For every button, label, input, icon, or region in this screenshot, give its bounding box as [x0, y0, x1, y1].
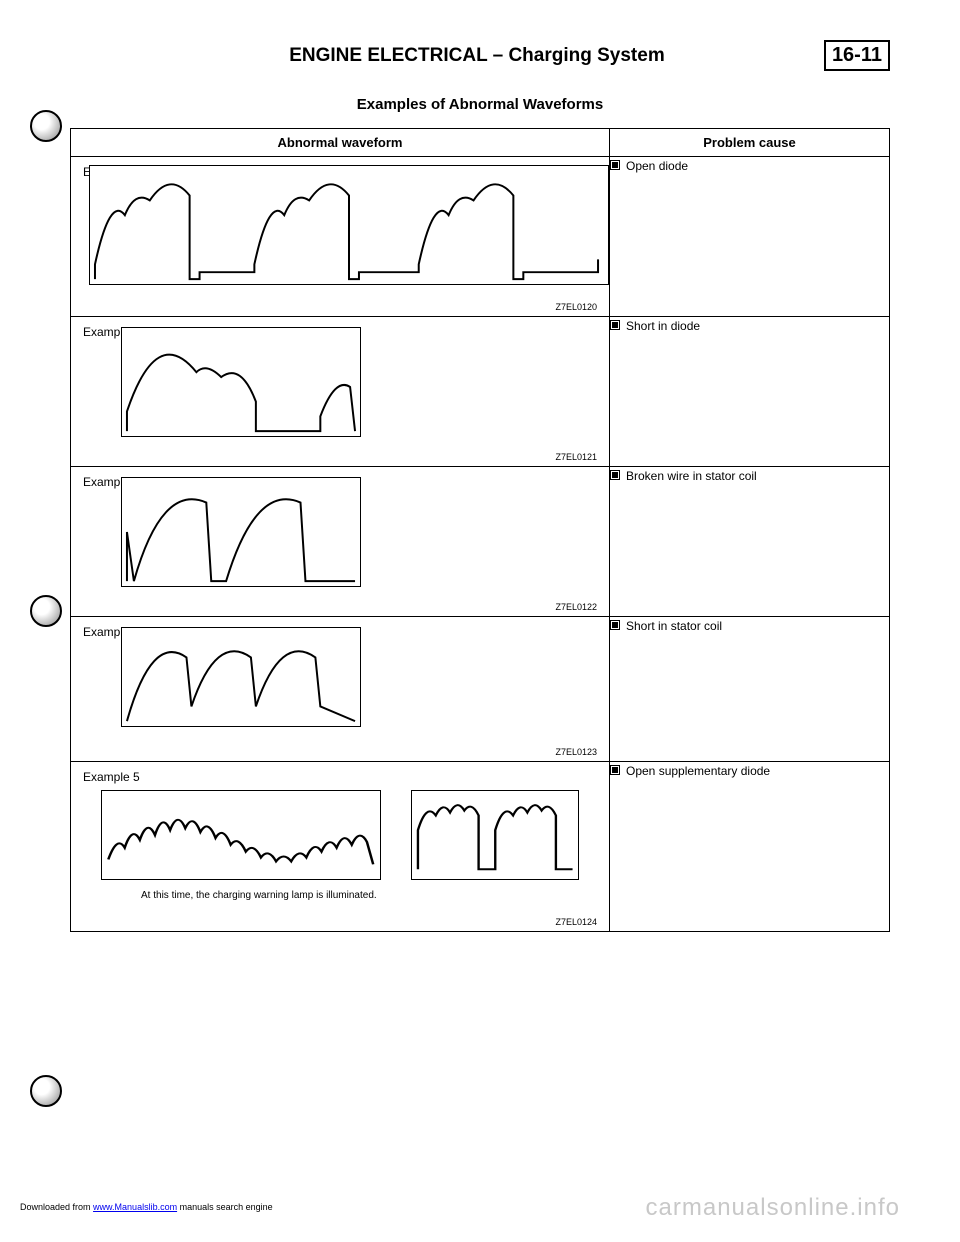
table-row: Example 4 Z7EL0123 Short in stator coil: [71, 617, 890, 762]
cause-cell: Broken wire in stator coil: [610, 467, 890, 617]
cause-item: Open diode: [610, 157, 889, 175]
cause-text: Broken wire in stator coil: [626, 467, 757, 485]
binder-ring-icon: [30, 1075, 62, 1107]
image-code: Z7EL0122: [553, 602, 599, 612]
wave-cell: Example 4 Z7EL0123: [71, 617, 610, 762]
cause-cell: Short in diode: [610, 317, 890, 467]
image-code: Z7EL0123: [553, 747, 599, 757]
waveform-diagram: [121, 477, 361, 587]
table-row: Example 1 Z7EL0120 Open diode: [71, 157, 890, 317]
cause-item: Broken wire in stator coil: [610, 467, 889, 485]
section-title: Examples of Abnormal Waveforms: [70, 96, 890, 113]
cause-cell: Open diode: [610, 157, 890, 317]
table-row: Example 2 Z7EL0121 Short in diode: [71, 317, 890, 467]
bullet-icon: [610, 765, 620, 775]
table-row: Example 3 Z7EL0122 Broken wire in stator…: [71, 467, 890, 617]
col-header-cause: Problem cause: [610, 129, 890, 157]
cause-text: Short in stator coil: [626, 617, 722, 635]
waveform-diagram: [101, 790, 381, 880]
page-header: ENGINE ELECTRICAL – Charging System 16-1…: [70, 40, 890, 71]
wave-cell: Example 3 Z7EL0122: [71, 467, 610, 617]
cause-text: Short in diode: [626, 317, 700, 335]
cause-item: Short in diode: [610, 317, 889, 335]
wave-cell: Example 2 Z7EL0121: [71, 317, 610, 467]
image-code: Z7EL0121: [553, 452, 599, 462]
cause-cell: Open supplementary diode: [610, 762, 890, 932]
waveform-diagram: [121, 327, 361, 437]
waveform-table: Abnormal waveform Problem cause Example …: [70, 128, 890, 932]
col-header-wave: Abnormal waveform: [71, 129, 610, 157]
cause-item: Open supplementary diode: [610, 762, 889, 780]
table-row: Example 5: [71, 762, 890, 932]
footer-suffix: manuals search engine: [177, 1202, 273, 1212]
bullet-icon: [610, 160, 620, 170]
cause-text: Open supplementary diode: [626, 762, 770, 780]
waveform-diagram: [89, 165, 609, 285]
watermark: carmanualsonline.info: [646, 1194, 900, 1222]
example-label: Example 5: [83, 770, 140, 784]
header-title: ENGINE ELECTRICAL – Charging System: [130, 45, 824, 67]
image-code: Z7EL0124: [553, 917, 599, 927]
footer-link[interactable]: www.Manualslib.com: [93, 1202, 177, 1212]
wave-cell: Example 1 Z7EL0120: [71, 157, 610, 317]
bullet-icon: [610, 320, 620, 330]
binder-ring-icon: [30, 110, 62, 142]
wave-caption: At this time, the charging warning lamp …: [141, 890, 377, 901]
bullet-icon: [610, 470, 620, 480]
image-code: Z7EL0120: [553, 302, 599, 312]
footer-prefix: Downloaded from: [20, 1202, 93, 1212]
waveform-diagram: [411, 790, 580, 880]
footer: Downloaded from www.Manualslib.com manua…: [20, 1202, 273, 1212]
cause-cell: Short in stator coil: [610, 617, 890, 762]
binder-ring-icon: [30, 595, 62, 627]
cause-item: Short in stator coil: [610, 617, 889, 635]
cause-text: Open diode: [626, 157, 688, 175]
page-number: 16-11: [824, 40, 890, 71]
waveform-diagram: [121, 627, 361, 727]
bullet-icon: [610, 620, 620, 630]
wave-cell: Example 5: [71, 762, 610, 932]
